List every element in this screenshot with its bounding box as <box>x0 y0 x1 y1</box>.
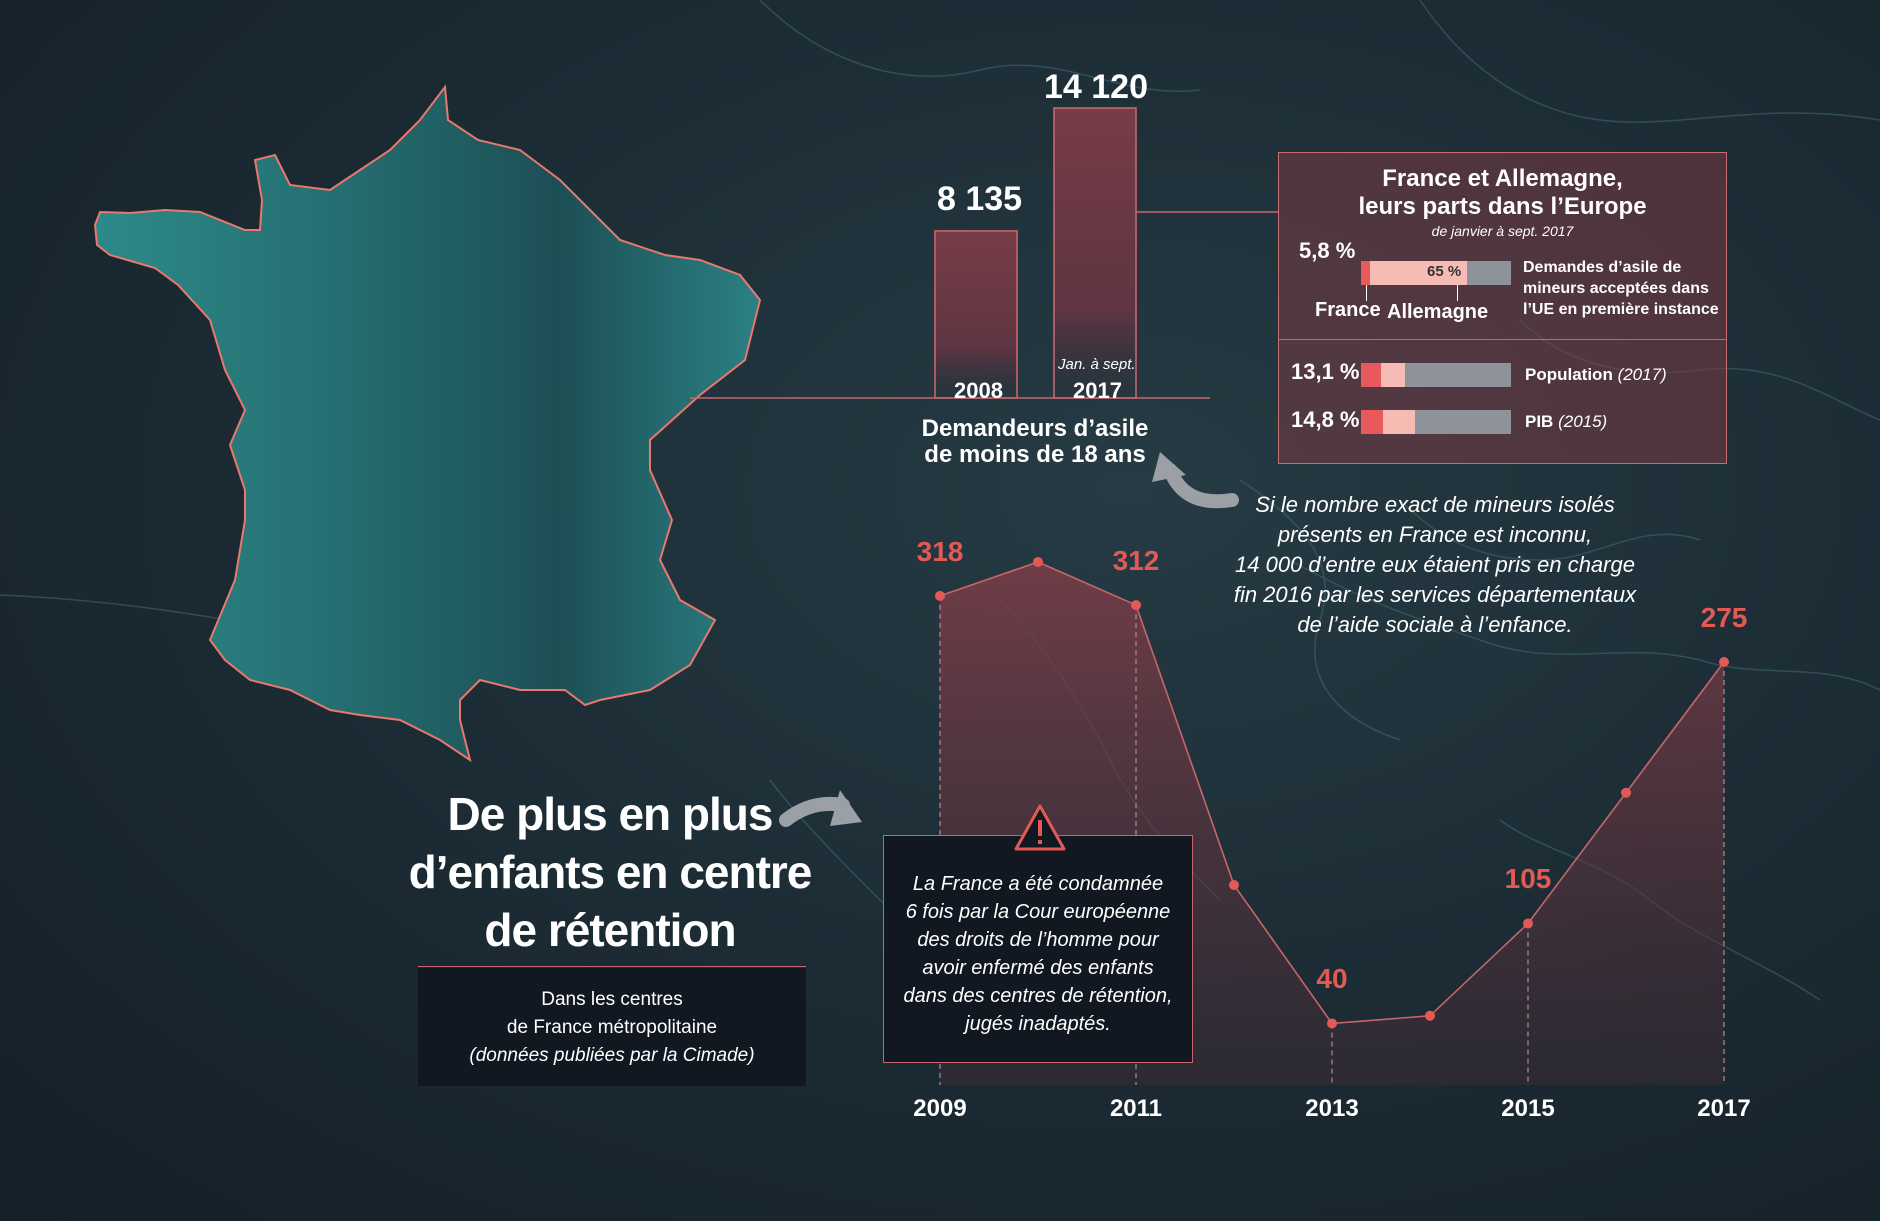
segment-germany <box>1369 261 1468 285</box>
subtitle-line1: Dans les centres <box>541 989 683 1010</box>
warning-line1: La France a été condamnée <box>912 873 1164 895</box>
row3-label-note: (2015) <box>1558 412 1608 431</box>
x-tick-2017: 2017 <box>1697 1095 1751 1122</box>
warning-line4: avoir enfermé des enfants <box>922 957 1154 979</box>
row3-label-text: PIB <box>1525 412 1554 431</box>
x-tick-2013: 2013 <box>1305 1095 1359 1122</box>
segment-germany <box>1383 410 1415 434</box>
bar-label-2017: 2017 <box>1073 378 1122 403</box>
point-2016 <box>1621 787 1631 798</box>
point-2017 <box>1719 656 1729 667</box>
legend-line-france <box>1366 285 1367 301</box>
legend-germany: Allemagne <box>1387 301 1489 323</box>
bar-value-2017: 14 120 <box>1044 68 1148 106</box>
row1-label-line1: Demandes d’asile de <box>1523 259 1682 276</box>
segment-rest <box>1404 363 1511 387</box>
row2-label-note: (2017) <box>1617 365 1667 384</box>
bar-2017 <box>1053 107 1137 399</box>
point-2012 <box>1229 880 1239 891</box>
segment-rest <box>1467 261 1511 285</box>
title-underline <box>418 966 806 967</box>
subtitle-line2: de France métropolitaine <box>506 1017 718 1038</box>
row1-germany-value: 65 % <box>1427 263 1462 280</box>
warning-line6: jugés inadaptés. <box>965 1013 1111 1035</box>
bar-chart-title: Demandeurs d’asile de moins de 18 ans <box>921 415 1149 468</box>
warning-line2: 6 fois par la Cour européenne <box>905 901 1171 923</box>
data-label-2011: 312 <box>1112 545 1160 577</box>
bar-chart-bars <box>934 107 1137 399</box>
row1-label-line3: l’UE en première instance <box>1523 301 1719 318</box>
point-2015 <box>1523 918 1533 929</box>
data-label-2009: 318 <box>916 535 964 567</box>
segment-rest <box>1414 410 1511 434</box>
row1-stacked-bar <box>1361 261 1511 285</box>
panel-title-line2: leurs parts dans l’Europe <box>1358 193 1647 220</box>
warning-line5: dans des centres de rétention, <box>903 985 1173 1007</box>
note-line2: présents en France est inconnu, <box>1277 522 1593 547</box>
arrowhead-right-icon <box>830 790 862 826</box>
row3-label: PIB (2015) <box>1525 412 1607 432</box>
data-label-2013: 40 <box>1316 963 1348 995</box>
note-line5: de l’aide sociale à l’enfance. <box>1297 612 1573 637</box>
arrowhead-up-icon <box>1152 452 1186 482</box>
main-title-line1: De plus en plus <box>447 788 774 840</box>
subtitle-line3: (données publiées par la Cimade) <box>469 1045 755 1066</box>
data-label-2017: 275 <box>1700 601 1748 633</box>
warning-triangle-icon <box>1014 804 1066 851</box>
main-title: De plus en plus d’enfants en centre de r… <box>395 785 825 959</box>
segment-france <box>1361 410 1384 434</box>
row1-label: Demandes d’asile de mineurs acceptées da… <box>1523 257 1719 320</box>
row1-label-line2: mineurs acceptées dans <box>1523 280 1709 297</box>
row2-label: Population (2017) <box>1525 365 1667 385</box>
note-line3: 14 000 d’entre eux étaient pris en charg… <box>1235 552 1635 577</box>
point-2010 <box>1033 557 1043 567</box>
segment-france <box>1361 261 1370 285</box>
bar-2008 <box>934 230 1018 399</box>
point-2013 <box>1327 1018 1337 1029</box>
row3-stacked-bar <box>1361 410 1511 434</box>
x-tick-2015: 2015 <box>1501 1095 1555 1122</box>
bar-note-2017: Jan. à sept. <box>1058 356 1136 373</box>
row2-label-text: Population <box>1525 365 1613 384</box>
note-line1: Si le nombre exact de mineurs isolés <box>1255 492 1615 517</box>
row2-stacked-bar <box>1361 363 1511 387</box>
subtitle-box: Dans les centres de France métropolitain… <box>418 968 806 1086</box>
legend-line-germany <box>1457 285 1458 301</box>
point-2009 <box>935 590 945 601</box>
point-2011 <box>1131 600 1141 611</box>
data-label-2015: 105 <box>1504 863 1552 895</box>
x-tick-2009: 2009 <box>913 1095 967 1122</box>
x-tick-2011: 2011 <box>1109 1095 1163 1122</box>
panel-title-line1: France et Allemagne, <box>1382 165 1623 192</box>
note-line4: fin 2016 par les services départementaux <box>1233 582 1637 607</box>
row2-france-value: 13,1 % <box>1291 359 1360 384</box>
europe-share-panel: France et Allemagne, leurs parts dans l’… <box>1278 152 1727 464</box>
segment-france <box>1361 363 1381 387</box>
legend-france: France <box>1315 299 1381 321</box>
panel-divider <box>1279 339 1726 340</box>
panel-period: de janvier à sept. 2017 <box>1431 223 1574 239</box>
bar-value-2008: 8 135 <box>937 180 1023 218</box>
point-2014 <box>1425 1010 1435 1021</box>
main-title-line3: de rétention <box>484 904 736 956</box>
warning-line3: des droits de l’homme pour <box>917 929 1159 951</box>
bar-label-2008: 2008 <box>954 378 1003 403</box>
main-title-line2: d’enfants en centre <box>408 846 813 898</box>
warning-box: La France a été condamnée 6 fois par la … <box>883 835 1193 1063</box>
row1-france-value: 5,8 % <box>1299 238 1356 263</box>
france-map <box>93 84 762 763</box>
row3-france-value: 14,8 % <box>1291 407 1360 432</box>
segment-germany <box>1380 363 1405 387</box>
isolated-minors-note: Si le nombre exact de mineurs isolés pré… <box>1175 490 1695 640</box>
